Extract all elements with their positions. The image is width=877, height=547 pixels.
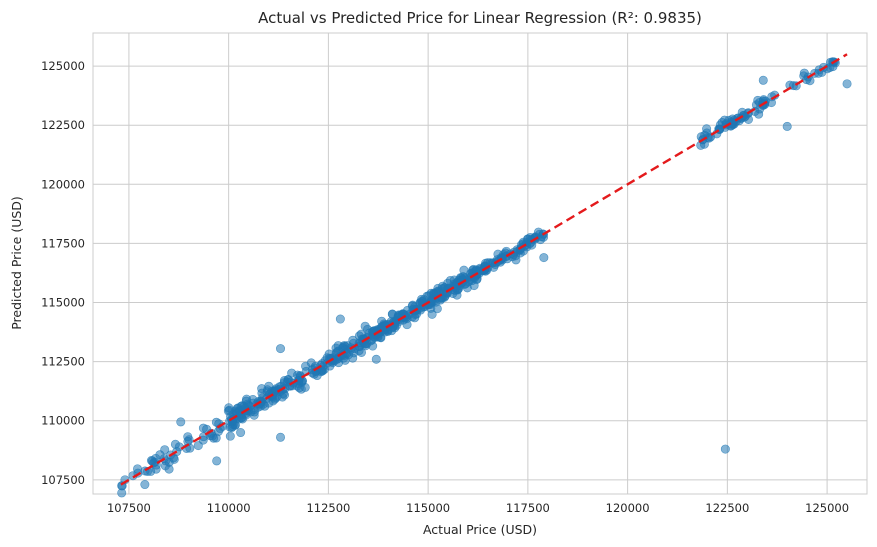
scatter-point [224,403,234,413]
scatter-point [391,316,401,326]
y-tick-label: 125000 [41,59,85,73]
scatter-point [225,431,235,441]
y-tick-label: 122500 [41,118,85,132]
scatter-point [799,71,809,81]
scatter-point [758,75,768,85]
x-tick-label: 122500 [705,501,749,515]
scatter-point [782,121,792,131]
x-tick-label: 117500 [506,501,550,515]
grid-lines [93,33,867,494]
x-tick-label: 110000 [207,501,251,515]
scatter-point [360,321,370,331]
y-axis-ticks: 107500 110000 112500 115000 117500 120000 1225… [41,59,85,487]
y-tick-label: 115000 [41,296,85,310]
scatter-point [720,444,730,454]
scatter-point [729,115,739,125]
scatter-point [427,309,437,319]
scatter-point [440,291,450,301]
scatter-point [511,255,521,265]
scatter-point [371,354,381,364]
scatter-point [176,417,186,427]
y-tick-label: 110000 [41,414,85,428]
scatter-point [354,346,364,356]
scatter-point [164,457,174,467]
x-tick-label: 107500 [107,501,151,515]
x-tick-label: 115000 [406,501,450,515]
y-tick-label: 112500 [41,355,85,369]
x-axis-ticks: 107500 110000 112500 115000 117500 120000 1225… [107,501,849,515]
scatter-point [332,354,342,364]
x-tick-label: 125000 [805,501,849,515]
y-tick-label: 117500 [41,236,85,250]
scatter-point [236,413,246,423]
scatter-point [276,432,286,442]
scatter-point [242,394,252,404]
chart-title: Actual vs Predicted Price for Linear Reg… [258,9,702,27]
scatter-point [213,426,223,436]
scatter-point [140,480,150,490]
scatter-point [160,445,170,455]
scatter-point [501,251,511,261]
scatter-point [753,95,763,105]
x-tick-label: 120000 [606,501,650,515]
scatter-point [211,417,221,427]
scatter-point [170,439,180,449]
scatter-point [183,432,193,442]
scatter-point [417,296,427,306]
scatter-point [236,428,246,438]
x-tick-label: 112500 [306,501,350,515]
y-tick-label: 120000 [41,177,85,191]
reference-line [120,53,848,486]
data-points [117,57,852,498]
plot-area [92,32,868,495]
scatter-point [469,281,479,291]
scatter-point [293,375,303,385]
x-axis-label: Actual Price (USD) [423,522,537,537]
scatter-point [117,488,127,498]
y-tick-label: 107500 [41,473,85,487]
scatter-point [443,278,453,288]
scatter-point [225,422,235,432]
scatter-point [335,314,345,324]
scatter-point [276,344,286,354]
scatter-point [300,382,310,392]
scatter-point [264,381,274,391]
scatter-point [331,343,341,353]
scatter-point [539,253,549,263]
y-axis-label: Predicted Price (USD) [9,196,24,330]
scatter-point [212,456,222,466]
scatter-point [193,441,203,451]
scatter-point [198,423,208,433]
scatter-point [324,349,334,359]
scatter-point [842,79,852,89]
